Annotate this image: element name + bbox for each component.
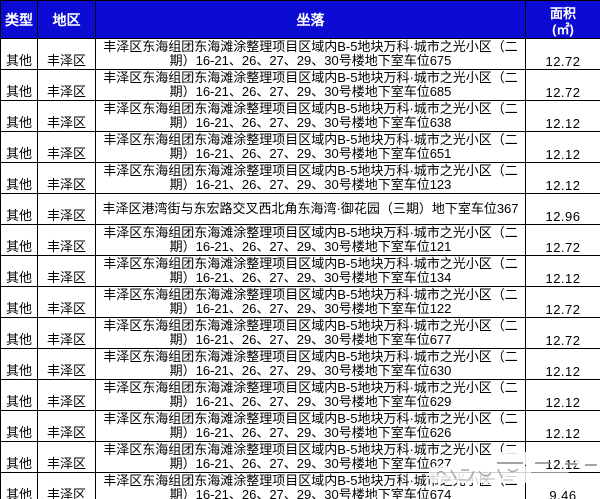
type-cell: 其他 (0, 38, 38, 70)
table-body: 其他 丰泽区 丰泽区东海组团东海滩涂整理项目区域内B-5地块万科·城市之光小区（… (0, 38, 600, 499)
type-cell: 其他 (0, 317, 38, 349)
area-cell: 12.72 (525, 69, 600, 101)
region-cell: 丰泽区 (37, 100, 96, 132)
location-cell: 丰泽区东海组团东海滩涂整理项目区域内B-5地块万科·城市之光小区（二期）16-2… (95, 38, 526, 70)
type-cell: 其他 (0, 100, 38, 132)
type-cell: 其他 (0, 472, 38, 499)
location-cell: 丰泽区东海组团东海滩涂整理项目区域内B-5地块万科·城市之光小区（二期）16-2… (95, 317, 526, 349)
region-cell: 丰泽区 (37, 131, 96, 163)
region-cell: 丰泽区 (37, 410, 96, 442)
type-cell: 其他 (0, 255, 38, 287)
area-cell: 12.12 (525, 441, 600, 473)
area-cell: 12.12 (525, 410, 600, 442)
region-cell: 丰泽区 (37, 38, 96, 70)
area-cell: 9.46 (525, 472, 600, 499)
area-cell: 12.72 (525, 286, 600, 318)
location-cell: 丰泽区东海组团东海滩涂整理项目区域内B-5地块万科·城市之光小区（二期）16-2… (95, 162, 526, 194)
area-cell: 12.96 (525, 193, 600, 225)
header-row: 类型 地区 坐落 面积 (㎡) (0, 0, 600, 39)
location-cell: 丰泽区东海组团东海滩涂整理项目区域内B-5地块万科·城市之光小区（二期）16-2… (95, 472, 526, 499)
type-cell: 其他 (0, 441, 38, 473)
area-cell: 12.72 (525, 317, 600, 349)
type-cell: 其他 (0, 193, 38, 225)
table-row: 其他 丰泽区 丰泽区东海组团东海滩涂整理项目区域内B-5地块万科·城市之光小区（… (0, 255, 600, 287)
location-cell: 丰泽区东海组团东海滩涂整理项目区域内B-5地块万科·城市之光小区（二期）16-2… (95, 286, 526, 318)
table-row: 其他 丰泽区 丰泽区东海组团东海滩涂整理项目区域内B-5地块万科·城市之光小区（… (0, 379, 600, 411)
table-row: 其他 丰泽区 丰泽区东海组团东海滩涂整理项目区域内B-5地块万科·城市之光小区（… (0, 224, 600, 256)
region-cell: 丰泽区 (37, 348, 96, 380)
region-cell: 丰泽区 (37, 379, 96, 411)
type-cell: 其他 (0, 224, 38, 256)
region-cell: 丰泽区 (37, 286, 96, 318)
region-cell: 丰泽区 (37, 224, 96, 256)
location-cell: 丰泽区东海组团东海滩涂整理项目区域内B-5地块万科·城市之光小区（二期）16-2… (95, 410, 526, 442)
type-cell: 其他 (0, 379, 38, 411)
location-cell: 丰泽区东海组团东海滩涂整理项目区域内B-5地块万科·城市之光小区（二期）16-2… (95, 69, 526, 101)
region-cell: 丰泽区 (37, 255, 96, 287)
table-row: 其他 丰泽区 丰泽区东海组团东海滩涂整理项目区域内B-5地块万科·城市之光小区（… (0, 410, 600, 442)
table-row: 其他 丰泽区 丰泽区东海组团东海滩涂整理项目区域内B-5地块万科·城市之光小区（… (0, 286, 600, 318)
area-cell: 12.72 (525, 38, 600, 70)
table-row: 其他 丰泽区 丰泽区东海组团东海滩涂整理项目区域内B-5地块万科·城市之光小区（… (0, 131, 600, 163)
area-cell: 12.12 (525, 348, 600, 380)
table-row: 其他 丰泽区 丰泽区东海组团东海滩涂整理项目区域内B-5地块万科·城市之光小区（… (0, 441, 600, 473)
region-cell: 丰泽区 (37, 441, 96, 473)
type-cell: 其他 (0, 410, 38, 442)
area-cell: 12.12 (525, 162, 600, 194)
location-cell: 丰泽区东海组团东海滩涂整理项目区域内B-5地块万科·城市之光小区（二期）16-2… (95, 441, 526, 473)
area-cell: 12.72 (525, 224, 600, 256)
table-row: 其他 丰泽区 丰泽区东海组团东海滩涂整理项目区域内B-5地块万科·城市之光小区（… (0, 472, 600, 499)
location-cell: 丰泽区东海组团东海滩涂整理项目区域内B-5地块万科·城市之光小区（二期）16-2… (95, 255, 526, 287)
table-row: 其他 丰泽区 丰泽区东海组团东海滩涂整理项目区域内B-5地块万科·城市之光小区（… (0, 162, 600, 194)
type-cell: 其他 (0, 69, 38, 101)
header-cell-type: 类型 (0, 0, 38, 39)
type-cell: 其他 (0, 348, 38, 380)
location-cell: 丰泽区东海组团东海滩涂整理项目区域内B-5地块万科·城市之光小区（二期）16-2… (95, 224, 526, 256)
region-cell: 丰泽区 (37, 317, 96, 349)
region-cell: 丰泽区 (37, 69, 96, 101)
region-cell: 丰泽区 (37, 193, 96, 225)
table-row: 其他 丰泽区 丰泽区东海组团东海滩涂整理项目区域内B-5地块万科·城市之光小区（… (0, 317, 600, 349)
type-cell: 其他 (0, 286, 38, 318)
location-cell: 丰泽区东海组团东海滩涂整理项目区域内B-5地块万科·城市之光小区（二期）16-2… (95, 100, 526, 132)
location-cell: 丰泽区东海组团东海滩涂整理项目区域内B-5地块万科·城市之光小区（二期）16-2… (95, 348, 526, 380)
area-cell: 12.12 (525, 100, 600, 132)
area-cell: 12.12 (525, 379, 600, 411)
region-cell: 丰泽区 (37, 162, 96, 194)
area-cell: 12.12 (525, 255, 600, 287)
location-cell: 丰泽区港湾街与东宏路交叉西北角东海湾·御花园（三期）地下室车位367 (95, 193, 526, 225)
location-cell: 丰泽区东海组团东海滩涂整理项目区域内B-5地块万科·城市之光小区（二期）16-2… (95, 379, 526, 411)
header-cell-region: 地区 (37, 0, 96, 39)
table-row: 其他 丰泽区 丰泽区东海组团东海滩涂整理项目区域内B-5地块万科·城市之光小区（… (0, 348, 600, 380)
table-row: 其他 丰泽区 丰泽区港湾街与东宏路交叉西北角东海湾·御花园（三期）地下室车位36… (0, 193, 600, 225)
header-area-line1: 面积 (549, 6, 576, 21)
table-row: 其他 丰泽区 丰泽区东海组团东海滩涂整理项目区域内B-5地块万科·城市之光小区（… (0, 69, 600, 101)
region-cell: 丰泽区 (37, 472, 96, 499)
table-row: 其他 丰泽区 丰泽区东海组团东海滩涂整理项目区域内B-5地块万科·城市之光小区（… (0, 100, 600, 132)
location-cell: 丰泽区东海组团东海滩涂整理项目区域内B-5地块万科·城市之光小区（二期）16-2… (95, 131, 526, 163)
area-cell: 12.12 (525, 131, 600, 163)
header-cell-location: 坐落 (95, 0, 526, 39)
header-area-line2: (㎡) (552, 22, 574, 37)
table-row: 其他 丰泽区 丰泽区东海组团东海滩涂整理项目区域内B-5地块万科·城市之光小区（… (0, 38, 600, 70)
type-cell: 其他 (0, 131, 38, 163)
header-cell-area: 面积 (㎡) (525, 0, 600, 39)
type-cell: 其他 (0, 162, 38, 194)
